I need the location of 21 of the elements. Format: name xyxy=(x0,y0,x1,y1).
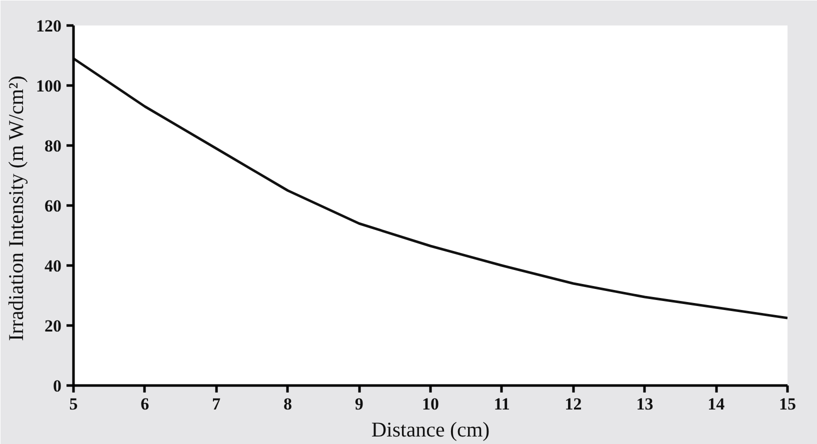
x-tick-label: 13 xyxy=(636,394,654,414)
x-tick-label: 6 xyxy=(140,394,150,414)
x-tick-label: 14 xyxy=(708,394,726,414)
y-tick-label: 120 xyxy=(36,16,62,36)
x-axis-title: Distance (cm) xyxy=(371,418,490,442)
y-tick-label: 60 xyxy=(44,196,62,216)
x-tick-label: 9 xyxy=(354,394,364,414)
x-tick-label: 10 xyxy=(422,394,439,414)
x-tick-label: 8 xyxy=(283,394,292,414)
y-tick-label: 40 xyxy=(44,256,62,276)
y-tick-label: 20 xyxy=(44,316,62,336)
x-tick-label: 5 xyxy=(69,394,78,414)
x-tick-label: 15 xyxy=(779,394,796,414)
line-series xyxy=(74,57,788,320)
x-tick-label: 12 xyxy=(564,394,582,414)
y-tick-label: 100 xyxy=(36,76,62,96)
x-tick-label: 7 xyxy=(212,394,222,414)
x-tick-label: 11 xyxy=(494,394,510,414)
y-tick-label: 80 xyxy=(44,136,62,156)
y-tick-label: 0 xyxy=(53,376,62,396)
y-axis-title: Irradiation Intensity (m W/cm²) xyxy=(4,76,28,342)
